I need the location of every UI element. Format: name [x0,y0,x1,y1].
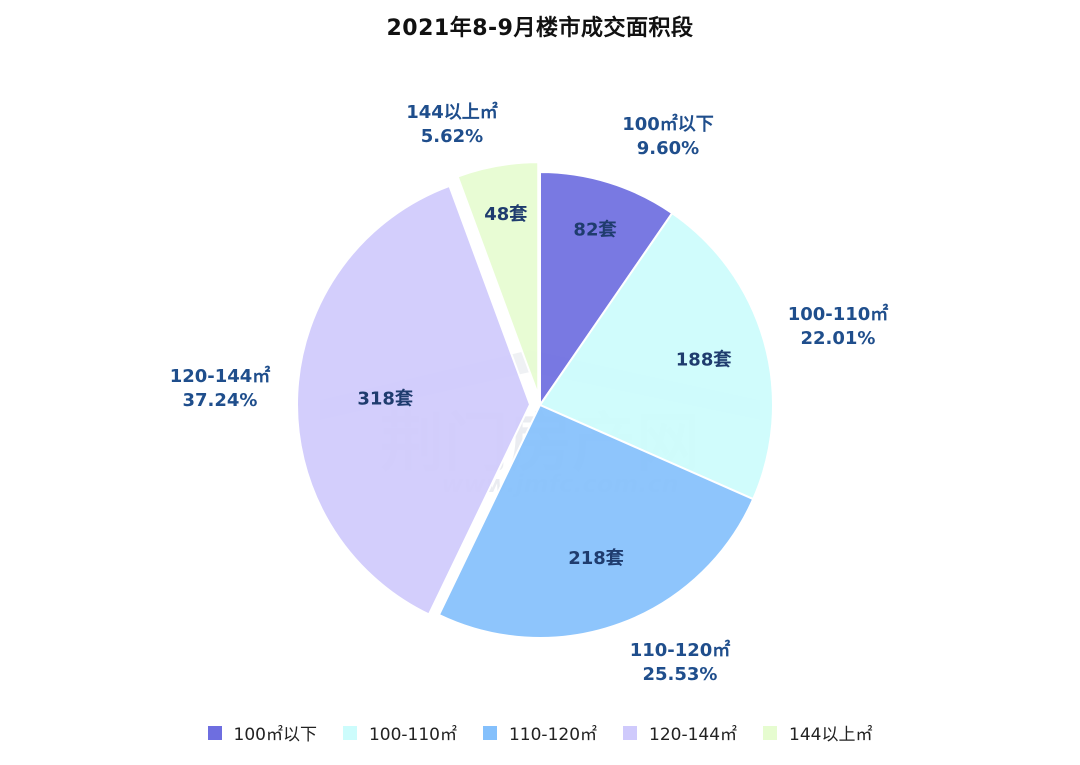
legend-swatch-1 [342,725,357,740]
slice-category-label-0: 100㎡以下 [622,113,714,135]
legend-item-2[interactable]: 110-120㎡ [482,720,598,745]
legend-item-1[interactable]: 100-110㎡ [342,720,457,745]
legend-label-0: 100㎡以下 [233,725,317,745]
legend-item-0[interactable]: 100㎡以下 [207,720,317,745]
pie-slice-2[interactable] [437,403,755,639]
legend-label-2: 110-120㎡ [508,725,598,745]
slice-count-label-3: 318套 [357,388,413,410]
legend-label-4: 144以上㎡ [789,725,873,745]
legend-item-3[interactable]: 120-144㎡ [623,720,737,745]
legend-label-3: 120-144㎡ [649,725,738,745]
slice-percent-label-1: 22.01% [801,328,876,349]
pie-slice-3[interactable] [296,184,532,616]
legend-swatch-0 [207,725,222,740]
legend-swatch-4 [763,725,778,740]
slice-percent-label-3: 37.24% [183,390,258,411]
pie-chart: 荆门房产网 www.jmfc.com.cn 82套188套218套318套48套… [170,101,889,685]
slice-count-label-4: 48套 [484,203,527,225]
legend-swatch-2 [482,725,497,740]
slice-category-label-2: 110-120㎡ [630,639,731,661]
slice-percent-label-4: 5.62% [421,126,483,147]
legend-item-4[interactable]: 144以上㎡ [763,720,873,745]
pie-slice-0[interactable] [539,170,674,409]
legend-label-1: 100-110㎡ [368,725,457,745]
slice-percent-label-2: 25.53% [643,664,718,685]
legend-swatch-3 [623,725,638,740]
slice-category-label-1: 100-110㎡ [788,303,889,325]
slice-count-label-2: 218套 [568,547,624,569]
slice-category-label-3: 120-144㎡ [170,365,271,387]
pie-slice-4[interactable] [456,161,540,396]
slice-count-label-1: 188套 [676,349,732,371]
slice-count-label-0: 82套 [573,218,616,240]
chart-legend: 100㎡以下 100-110㎡ 110-120㎡ 120-144㎡ 144以上㎡ [0,720,1080,745]
slice-category-label-4: 144以上㎡ [406,101,498,123]
slice-percent-label-0: 9.60% [637,138,699,159]
chart-title: 2021年8-9月楼市成交面积段 [386,16,694,41]
pie-slice-1[interactable] [538,211,774,501]
